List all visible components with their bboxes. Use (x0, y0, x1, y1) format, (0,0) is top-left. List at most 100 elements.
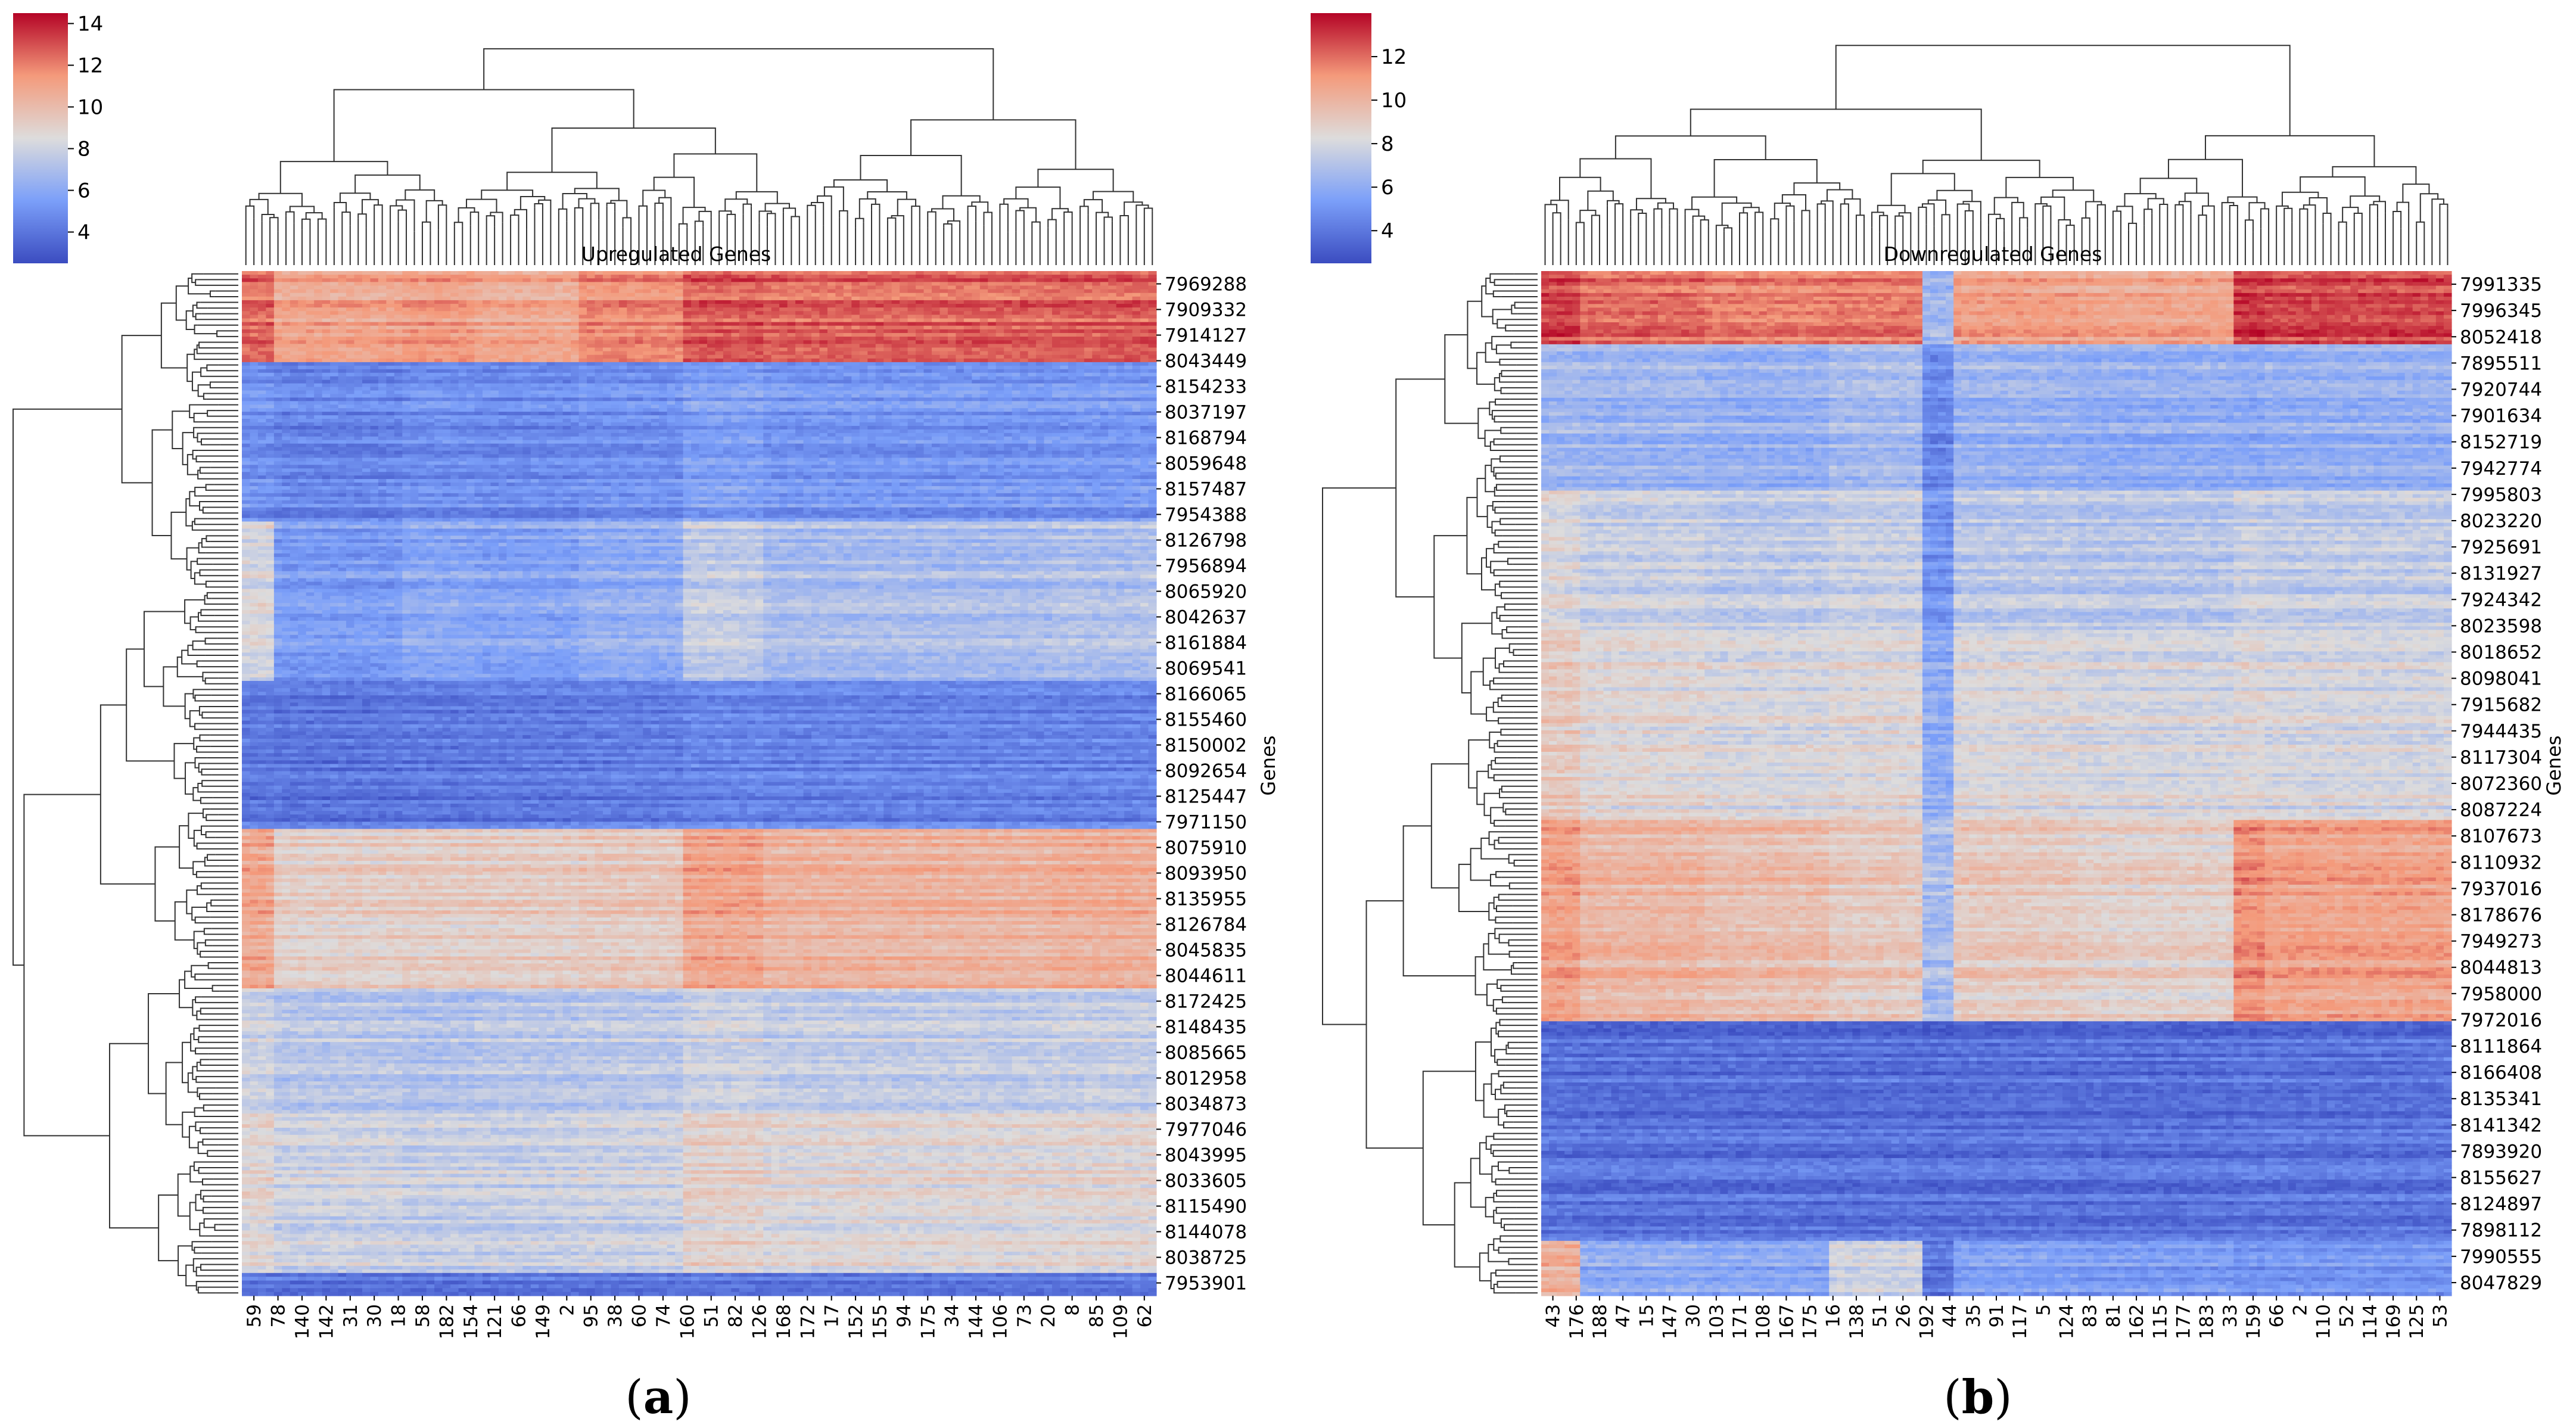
row-dendrogram-branch (185, 694, 194, 719)
col-dendrogram-branch (872, 204, 879, 210)
row-dendrogram-branch (193, 641, 206, 649)
figure-stage: 468101214 Upregulated Genes 796928879093… (0, 0, 2576, 1426)
col-dendrogram-branch (1096, 213, 1108, 217)
row-dendrogram-branch (126, 649, 174, 761)
col-dendrogram-branch (1016, 211, 1023, 232)
heatmap-cell (683, 271, 692, 275)
heatmap-cell (876, 271, 884, 275)
heatmap-cell (867, 271, 876, 275)
col-dendrogram-branch (1124, 202, 1142, 216)
col-dendrogram-branch (911, 120, 1075, 169)
heatmap-cell (418, 271, 427, 275)
row-dendrogram-branch (158, 1195, 178, 1261)
col-dendrogram-branch (1020, 208, 1036, 222)
col-dendrogram-branch (623, 217, 631, 227)
heatmap-figure: 468101214 Upregulated Genes 796928879093… (0, 0, 2576, 1426)
col-dendrogram-branch (390, 206, 402, 210)
heatmap-cell (571, 271, 579, 275)
heatmap-cell (988, 271, 996, 275)
heatmap-cell (466, 271, 475, 275)
row-dendrogram-branch (179, 980, 192, 1008)
col-dendrogram-branch (559, 209, 567, 221)
heatmap-cell (338, 271, 347, 275)
heatmap-cell (1140, 271, 1149, 275)
row-dendrogram-branch (206, 678, 219, 684)
col-dendrogram-branch (783, 208, 795, 216)
row-dendrogram-branch (206, 536, 210, 542)
row-dendrogram-branch (197, 872, 208, 878)
col-dendrogram-branch (250, 200, 267, 214)
heatmap-cell (1060, 271, 1068, 275)
heatmap-cell (851, 271, 860, 275)
row-dendrogram-branch (198, 1287, 216, 1293)
heatmap-cell (474, 271, 483, 275)
col-dendrogram-branch (334, 203, 346, 212)
heatmap-cell (804, 271, 812, 275)
col-dendrogram-branch (867, 192, 907, 200)
col-dendrogram-branch (481, 190, 533, 199)
row-dendrogram-branch (198, 1037, 208, 1043)
row-dendrogram-branch (207, 854, 215, 860)
col-dendrogram-branch (302, 219, 310, 230)
heatmap-cell (964, 271, 972, 275)
row-dendrogram-branch (197, 843, 203, 849)
row-dendrogram-branch (192, 907, 207, 920)
colorbar-tick-label: 6 (77, 179, 91, 203)
heatmap-cell (282, 271, 290, 275)
row-dendrogram-branch (196, 1194, 203, 1210)
col-dendrogram-branch (270, 217, 278, 231)
heatmap-cell (1036, 271, 1044, 275)
colorbar-tick-label: 12 (77, 54, 103, 78)
heatmap-cell (939, 271, 948, 275)
heatmap-cell (972, 271, 980, 275)
heatmap-cell (603, 271, 611, 275)
panel-a-colorbar (13, 13, 68, 263)
row-dendrogram-branch (204, 1219, 215, 1227)
row-dendrogram-branch (122, 335, 161, 483)
heatmap-cell (627, 271, 635, 275)
heatmap-cell (1012, 271, 1021, 275)
heatmap-cell (739, 271, 748, 275)
col-dendrogram-branch (725, 199, 747, 211)
row-dendrogram-branch (110, 1044, 158, 1228)
heatmap-cell (747, 271, 755, 275)
heatmap-cell (956, 271, 964, 275)
col-dendrogram-branch (466, 200, 496, 213)
col-dendrogram-branch (534, 204, 542, 222)
col-dendrogram-branch (1144, 209, 1152, 223)
row-dendrogram-branch (195, 325, 217, 334)
col-dendrogram-branch (984, 213, 992, 226)
heatmap-cell (362, 271, 371, 275)
panel-a-colorbar-ticks: 468101214 (68, 13, 103, 245)
col-dendrogram-branch (743, 204, 751, 214)
row-dendrogram-branch (203, 1208, 218, 1214)
heatmap-cell (450, 271, 459, 275)
row-dendrogram-branch (203, 508, 207, 514)
heatmap-cell (1100, 271, 1109, 275)
row-dendrogram-branch (196, 314, 202, 320)
col-dendrogram-branch (807, 206, 815, 210)
heatmap-cell (522, 271, 531, 275)
col-dendrogram-branch (459, 208, 475, 222)
colorbar-tick-label: 4 (77, 221, 91, 245)
row-dendrogram-branch (204, 1196, 211, 1202)
col-dendrogram-branch (898, 200, 916, 216)
row-dendrogram-branch (192, 372, 201, 391)
row-dendrogram-branch (204, 1105, 217, 1111)
col-dendrogram-branch (791, 216, 799, 229)
heatmap-cell (595, 271, 603, 275)
col-dendrogram-branch (484, 49, 993, 120)
col-dendrogram-branch (674, 154, 757, 192)
heatmap-cell (274, 271, 282, 275)
row-dendrogram-branch (190, 1203, 200, 1230)
col-dendrogram-branch (825, 187, 844, 211)
col-dendrogram-branch (1064, 212, 1072, 232)
row-dendrogram-branch (188, 645, 206, 655)
heatmap-cell (860, 271, 868, 275)
row-dendrogram-branch (201, 368, 207, 376)
col-dendrogram-branch (1038, 169, 1113, 191)
heatmap-cell (1068, 271, 1077, 275)
row-dendrogram-branch (195, 997, 201, 1003)
row-dendrogram-branch (201, 610, 214, 616)
row-dendrogram-branch (204, 393, 207, 399)
